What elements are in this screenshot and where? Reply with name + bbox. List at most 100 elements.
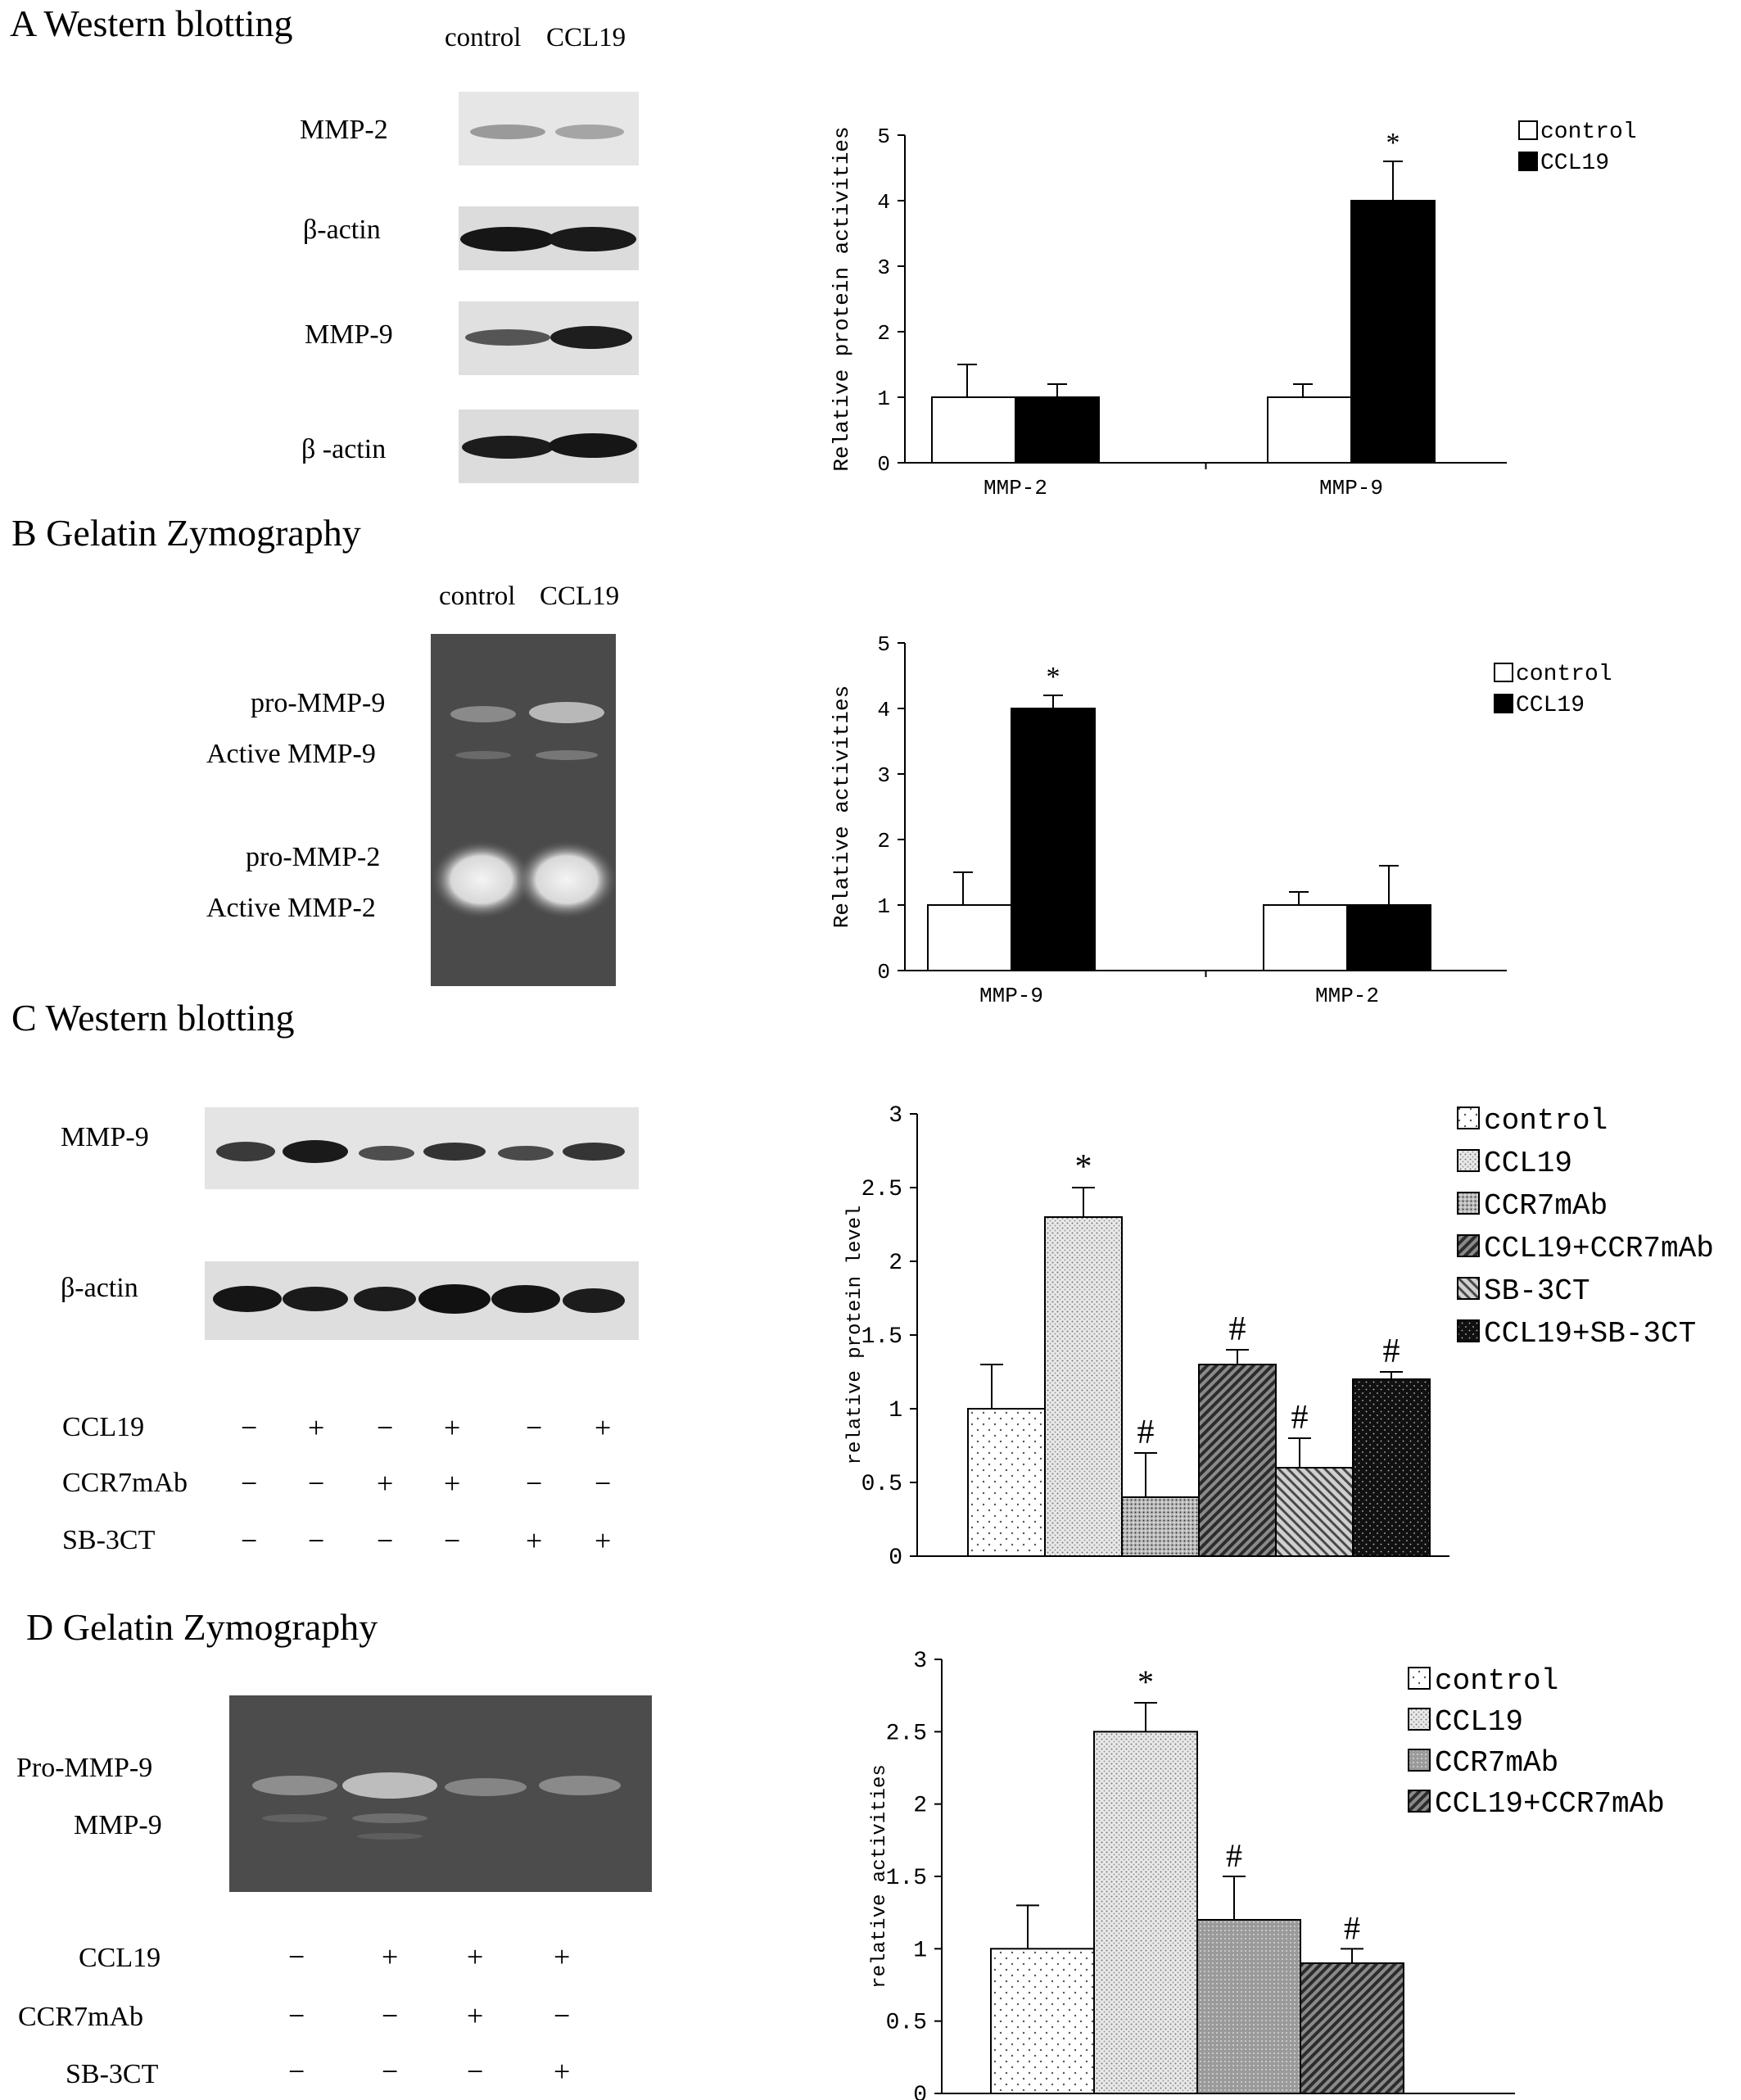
- panel-d-band-label: Pro-MMP-9: [16, 1753, 153, 1783]
- legend-label: CCL19: [1484, 1147, 1572, 1180]
- legend-label: control: [1435, 1664, 1558, 1698]
- legend-swatch: [1494, 694, 1513, 713]
- panel-a-blot-actin: [459, 206, 639, 270]
- bar: [931, 396, 1016, 464]
- y-tick-label: 2: [889, 1251, 902, 1276]
- panel-a-blot-mmp9: [459, 301, 639, 375]
- bar: [990, 1948, 1095, 2095]
- panel-a-band-label: MMP-9: [305, 319, 393, 350]
- sign: −: [526, 1411, 543, 1444]
- bar: [1300, 1962, 1404, 2094]
- y-tick-label: 0.5: [886, 2011, 927, 2036]
- panel-b-lane-control: control: [439, 582, 516, 611]
- y-tick-label: 5: [877, 632, 890, 657]
- sign: +: [377, 1467, 394, 1500]
- chart-c: 0 0.5 1 1.5 2 2.5 3 relative protein level * # # # #…: [844, 1103, 1714, 1571]
- condition-label: SB-3CT: [66, 2059, 159, 2089]
- panel-b-band-label: Active MMP-9: [206, 739, 376, 769]
- panel-b-band-label: Active MMP-2: [206, 893, 376, 923]
- bar: [1198, 1364, 1277, 1557]
- legend-label: CCL19: [1435, 1705, 1523, 1739]
- panel-a-title: A Western blotting: [10, 2, 293, 44]
- y-tick-label: 4: [877, 698, 890, 722]
- legend-swatch: [1408, 1708, 1431, 1731]
- panel-d-zymogram: [229, 1695, 652, 1892]
- legend-label: control: [1516, 662, 1612, 687]
- legend-swatch: [1408, 1790, 1431, 1813]
- legend-label: control: [1484, 1104, 1608, 1138]
- sign: −: [382, 2055, 399, 2088]
- panel-a-band-label: β-actin: [303, 215, 381, 245]
- panel-c-blot-mmp9: [205, 1107, 639, 1189]
- sign: −: [526, 1467, 543, 1500]
- chart-a: 0 1 2 3 4 5 Relative protein activities MMP-2 MM…: [830, 120, 1637, 500]
- legend-label: CCR7mAb: [1435, 1746, 1558, 1780]
- bar: [1275, 1467, 1354, 1557]
- condition-label: CCR7mAb: [62, 1468, 188, 1498]
- legend-swatch: [1408, 1749, 1431, 1772]
- y-tick-label: 1.5: [861, 1324, 902, 1350]
- legend-label: CCR7mAb: [1484, 1189, 1608, 1223]
- sign: +: [595, 1411, 612, 1444]
- y-tick-label: 2: [877, 321, 890, 346]
- significance-mark: #: [1137, 1414, 1155, 1451]
- panel-a-blot-mmp2: [459, 92, 639, 165]
- bar: [1346, 904, 1431, 971]
- sign: −: [377, 1524, 394, 1557]
- bar: [1044, 1216, 1123, 1557]
- y-tick-label: 1.5: [886, 1866, 927, 1891]
- y-tick-label: 1: [889, 1398, 902, 1423]
- significance-mark: #: [1344, 1909, 1360, 1946]
- panel-b-band-label: pro-MMP-2: [246, 842, 381, 872]
- sign: +: [595, 1524, 612, 1557]
- panel-a-band-label: MMP-2: [300, 115, 388, 145]
- panel-b-lane-ccl19: CCL19: [540, 582, 620, 611]
- sign: −: [288, 2055, 305, 2088]
- y-axis-label: relative activities: [869, 1764, 891, 1989]
- x-tick-label: MMP-2: [984, 476, 1047, 500]
- bar: [1196, 1919, 1301, 2094]
- bar: [1011, 708, 1096, 971]
- bar: [1263, 904, 1348, 971]
- legend-label: CCL19: [1540, 151, 1609, 176]
- y-tick-label: 3: [877, 256, 890, 280]
- significance-mark: #: [1291, 1399, 1309, 1437]
- sign: −: [241, 1411, 258, 1444]
- bar: [1121, 1496, 1200, 1557]
- sign: +: [526, 1524, 543, 1557]
- y-tick-label: 0: [877, 960, 890, 984]
- legend-swatch: [1457, 1107, 1480, 1129]
- legend-swatch: [1457, 1277, 1480, 1300]
- y-axis-label: Relative activities: [830, 686, 854, 928]
- legend-label: CCL19+CCR7mAb: [1435, 1787, 1665, 1821]
- sign: +: [382, 1940, 399, 1973]
- legend-swatch: [1457, 1234, 1480, 1257]
- condition-label: SB-3CT: [62, 1525, 156, 1555]
- condition-label: CCL19: [62, 1412, 145, 1442]
- legend-swatch: [1494, 663, 1513, 682]
- y-tick-label: 2: [877, 829, 890, 853]
- x-tick-label: MMP-9: [979, 984, 1043, 1008]
- y-tick-label: 3: [889, 1103, 902, 1129]
- legend-label: control: [1540, 120, 1637, 145]
- legend-swatch: [1457, 1319, 1480, 1342]
- panel-d-band-label: MMP-9: [74, 1810, 162, 1840]
- panel-c-band-label: MMP-9: [61, 1122, 149, 1152]
- legend-label: CCL19+CCR7mAb: [1484, 1232, 1714, 1265]
- legend-label: CCL19+SB-3CT: [1484, 1317, 1696, 1351]
- legend-swatch: [1457, 1149, 1480, 1172]
- y-tick-label: 2: [913, 1794, 927, 1819]
- sign: −: [382, 1999, 399, 2032]
- sign: +: [308, 1411, 325, 1444]
- sign: −: [288, 1999, 305, 2032]
- panel-a-blot-actin2: [459, 410, 639, 483]
- sign: +: [467, 1940, 484, 1973]
- panel-a-lane-control: control: [445, 23, 522, 52]
- significance-mark: #: [1226, 1837, 1242, 1874]
- sign: −: [241, 1524, 258, 1557]
- sign: +: [467, 1999, 484, 2032]
- chart-b: 0 1 2 3 4 5 Relative activities MMP-9 * MMP-2 cont…: [830, 632, 1612, 1008]
- sign: +: [444, 1411, 461, 1444]
- y-tick-label: 3: [877, 763, 890, 788]
- sign: −: [288, 1940, 305, 1973]
